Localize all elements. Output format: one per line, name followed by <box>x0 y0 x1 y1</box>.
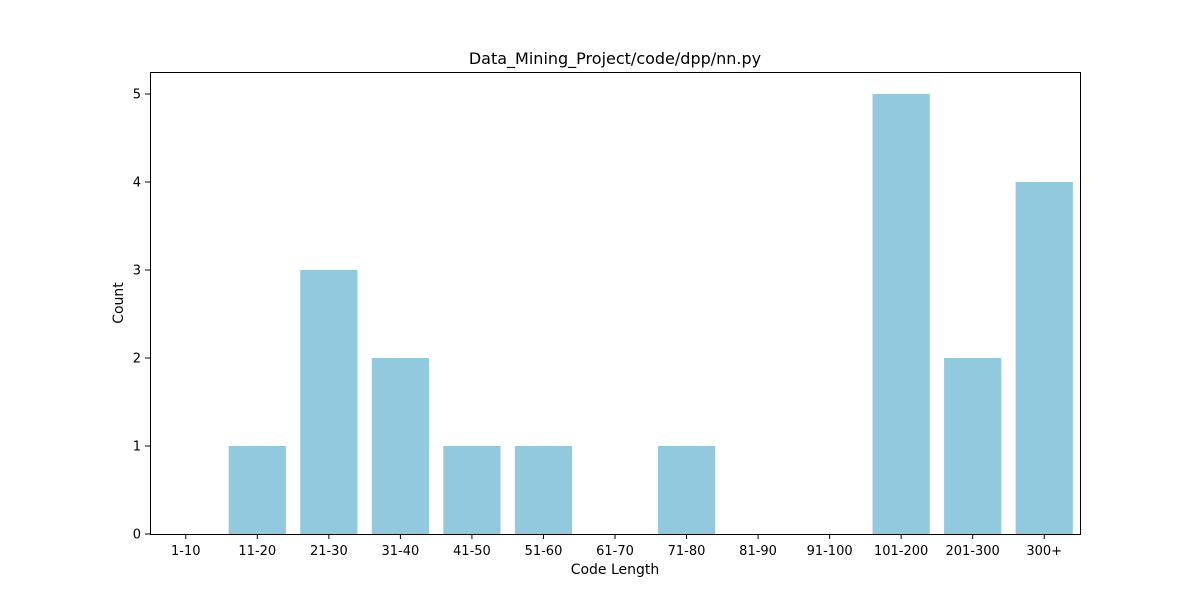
bar-201-300 <box>944 358 1002 534</box>
y-tick-label: 5 <box>133 88 141 103</box>
y-tick-label: 3 <box>133 264 141 279</box>
bar-101-200 <box>872 94 930 534</box>
y-tick-label: 4 <box>133 176 141 191</box>
x-tick-label: 61-70 <box>596 544 634 559</box>
bar-11-20 <box>228 446 286 534</box>
x-tick-label: 11-20 <box>238 544 276 559</box>
x-axis-ticks: 1-10 11-20 21-30 31-40 41-50 51-60 61-70 71-80 8… <box>171 534 1062 559</box>
x-tick-label: 300+ <box>1026 544 1062 559</box>
x-tick-label: 21-30 <box>310 544 348 559</box>
bar-41-50 <box>443 446 501 534</box>
x-tick-label: 201-300 <box>946 544 1000 559</box>
x-axis-label: Code Length <box>571 562 660 578</box>
y-tick-label: 2 <box>133 352 141 367</box>
bar-31-40 <box>371 358 429 534</box>
y-tick-label: 1 <box>133 440 141 455</box>
plot-frame <box>150 72 1081 535</box>
x-tick-label: 101-200 <box>874 544 928 559</box>
x-tick-label: 41-50 <box>453 544 491 559</box>
x-tick-label: 31-40 <box>381 544 419 559</box>
bars-layer <box>228 94 1073 534</box>
y-tick-label: 0 <box>133 528 141 543</box>
bar-300+ <box>1015 182 1073 534</box>
bar-51-60 <box>514 446 573 534</box>
y-axis-label: Count <box>111 282 127 324</box>
chart-title: Data_Mining_Project/code/dpp/nn.py <box>469 49 761 69</box>
x-tick-label: 71-80 <box>668 544 706 559</box>
bar-71-80 <box>657 446 716 534</box>
bar-21-30 <box>300 270 358 534</box>
x-tick-label: 1-10 <box>171 544 201 559</box>
x-tick-label: 51-60 <box>525 544 563 559</box>
x-tick-label: 81-90 <box>739 544 777 559</box>
x-tick-label: 91-100 <box>807 544 853 559</box>
y-axis-ticks: 0 1 2 3 4 5 <box>133 88 150 543</box>
